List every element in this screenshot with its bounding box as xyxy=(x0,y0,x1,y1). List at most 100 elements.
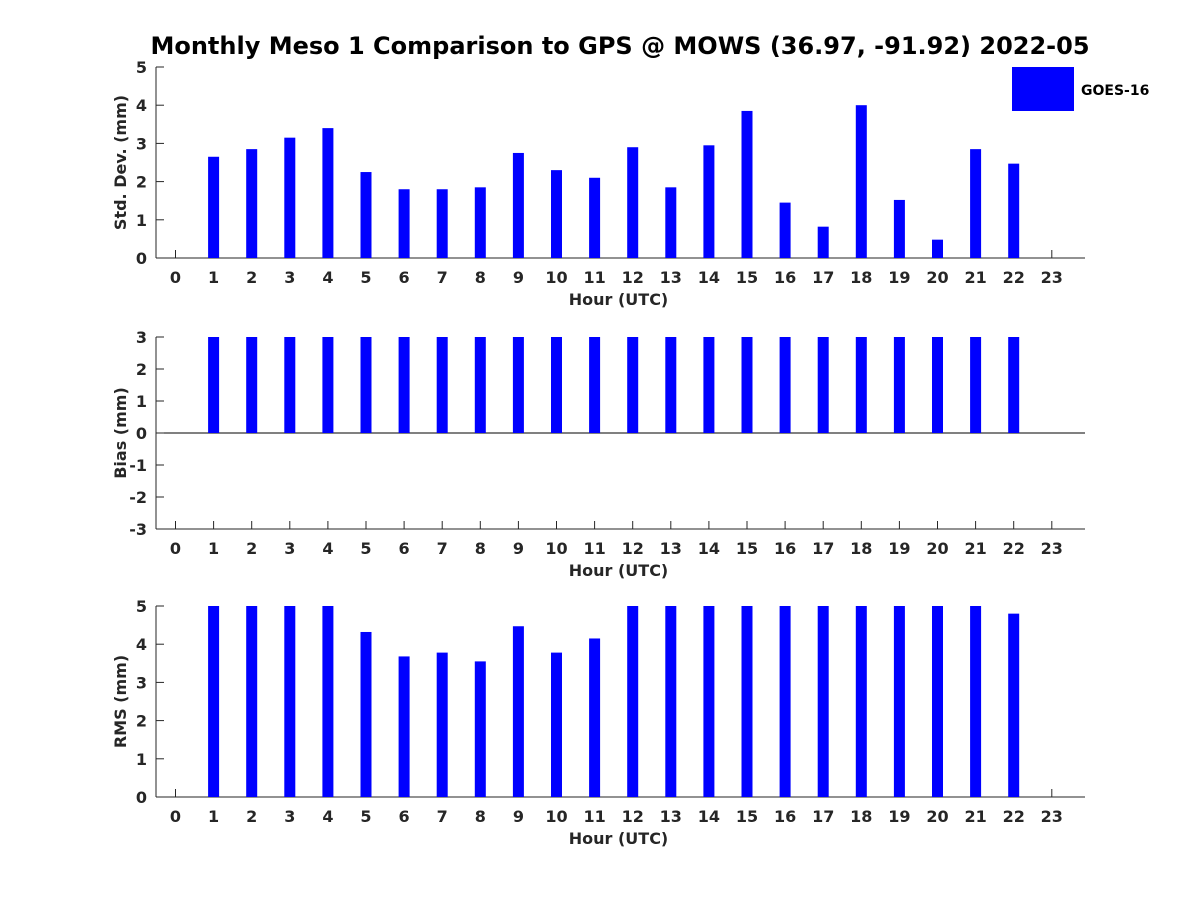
std_dev-x-tick-label: 12 xyxy=(622,268,644,287)
rms-x-tick-label: 23 xyxy=(1041,807,1063,826)
rms-x-tick-label: 22 xyxy=(1003,807,1025,826)
std_dev-bar xyxy=(474,187,486,258)
bias-bar xyxy=(779,337,791,433)
rms-x-tick-label: 15 xyxy=(736,807,758,826)
rms-bar xyxy=(665,606,677,797)
std_dev-x-tick-label: 23 xyxy=(1041,268,1063,287)
bias-x-tick-label: 23 xyxy=(1041,539,1063,558)
rms-x-tick-label: 4 xyxy=(322,807,333,826)
std_dev-bar xyxy=(246,149,258,258)
std_dev-x-tick-label: 15 xyxy=(736,268,758,287)
rms-x-tick-label: 7 xyxy=(437,807,448,826)
bias-x-tick-label: 9 xyxy=(513,539,524,558)
rms-bar xyxy=(551,652,562,797)
bias-x-tick-label: 12 xyxy=(622,539,644,558)
rms-x-tick-label: 17 xyxy=(812,807,834,826)
rms-x-tick-label: 16 xyxy=(774,807,796,826)
bias-bar xyxy=(817,337,829,433)
rms-y-tick-label: 4 xyxy=(136,635,147,654)
bias-bar xyxy=(741,337,753,433)
rms-bar xyxy=(436,652,448,797)
rms-bar xyxy=(779,606,791,797)
rms-bar xyxy=(855,606,867,797)
std_dev-bar xyxy=(665,187,677,258)
bias-bar xyxy=(893,337,905,433)
bias-x-tick-label: 1 xyxy=(208,539,219,558)
std_dev-bar xyxy=(589,177,601,258)
rms-bar xyxy=(208,606,220,797)
std_dev-bar xyxy=(893,199,905,258)
bias-x-tick-label: 13 xyxy=(660,539,682,558)
rms-x-tick-label: 10 xyxy=(545,807,567,826)
std_dev-x-tick-label: 5 xyxy=(360,268,371,287)
rms-x-tick-label: 8 xyxy=(475,807,486,826)
bias-bar xyxy=(512,337,524,433)
bias-y-tick-label: 0 xyxy=(136,424,147,443)
std_dev-x-tick-label: 21 xyxy=(964,268,986,287)
bias-y-tick-label: -3 xyxy=(129,520,147,539)
std_dev-y-tick-label: 3 xyxy=(136,134,147,153)
rms-x-tick-label: 1 xyxy=(208,807,219,826)
bias-x-tick-label: 21 xyxy=(964,539,986,558)
rms-x-tick-label: 20 xyxy=(926,807,948,826)
std_dev-x-tick-label: 6 xyxy=(399,268,410,287)
bias-x-tick-label: 11 xyxy=(583,539,605,558)
bias-bar xyxy=(322,337,334,433)
std_dev-bar xyxy=(970,149,982,258)
std_dev-bar xyxy=(855,105,867,258)
rms-x-tick-label: 6 xyxy=(399,807,410,826)
std_dev-bar xyxy=(512,152,524,258)
std_dev-bar xyxy=(398,189,410,258)
rms-bar xyxy=(1008,613,1020,797)
bias-x-tick-label: 3 xyxy=(284,539,295,558)
std_dev-y-tick-label: 2 xyxy=(136,173,147,192)
bias-x-tick-label: 10 xyxy=(545,539,567,558)
bias-x-title: Hour (UTC) xyxy=(569,561,669,580)
rms-bar xyxy=(474,661,486,797)
std_dev-x-tick-label: 9 xyxy=(513,268,524,287)
rms-y-tick-label: 5 xyxy=(136,597,147,616)
rms-x-tick-label: 3 xyxy=(284,807,295,826)
std_dev-x-tick-label: 13 xyxy=(660,268,682,287)
bias-bar xyxy=(970,337,982,433)
bias-bar xyxy=(360,337,372,433)
bias-bar xyxy=(855,337,867,433)
rms-x-tick-label: 5 xyxy=(360,807,371,826)
std_dev-bar xyxy=(932,239,943,258)
std_dev-x-tick-label: 14 xyxy=(698,268,720,287)
rms-bar xyxy=(817,606,829,797)
std_dev-bar xyxy=(703,145,715,258)
rms-y-tick-label: 1 xyxy=(136,750,147,769)
std_dev-y-tick-label: 1 xyxy=(136,211,147,230)
std_dev-bar xyxy=(627,147,639,258)
bias-x-tick-label: 6 xyxy=(399,539,410,558)
bias-y-tick-label: -2 xyxy=(129,488,147,507)
bias-x-tick-label: 17 xyxy=(812,539,834,558)
std_dev-bar xyxy=(284,137,296,258)
std_dev-x-tick-label: 8 xyxy=(475,268,486,287)
rms-bar xyxy=(741,606,753,797)
rms-bar xyxy=(703,606,715,797)
bias-bar xyxy=(284,337,296,433)
std_dev-x-tick-label: 2 xyxy=(246,268,257,287)
rms-x-title: Hour (UTC) xyxy=(569,829,669,848)
std_dev-bar xyxy=(360,172,372,258)
std_dev-bar xyxy=(817,226,829,258)
bias-y-tick-label: 1 xyxy=(136,392,147,411)
rms-bar xyxy=(627,606,639,797)
rms-x-tick-label: 13 xyxy=(660,807,682,826)
std_dev-y-tick-label: 0 xyxy=(136,249,147,268)
bias-y-tick-label: 2 xyxy=(136,360,147,379)
rms-x-tick-label: 9 xyxy=(513,807,524,826)
rms-bar xyxy=(246,606,258,797)
std_dev-bar xyxy=(322,128,334,258)
rms-x-tick-label: 18 xyxy=(850,807,872,826)
bias-x-tick-label: 5 xyxy=(360,539,371,558)
std_dev-bar xyxy=(208,156,220,258)
std_dev-x-tick-label: 3 xyxy=(284,268,295,287)
bias-x-tick-label: 0 xyxy=(170,539,181,558)
std_dev-x-tick-label: 19 xyxy=(888,268,910,287)
bias-x-tick-label: 22 xyxy=(1003,539,1025,558)
bias-bar xyxy=(474,337,486,433)
